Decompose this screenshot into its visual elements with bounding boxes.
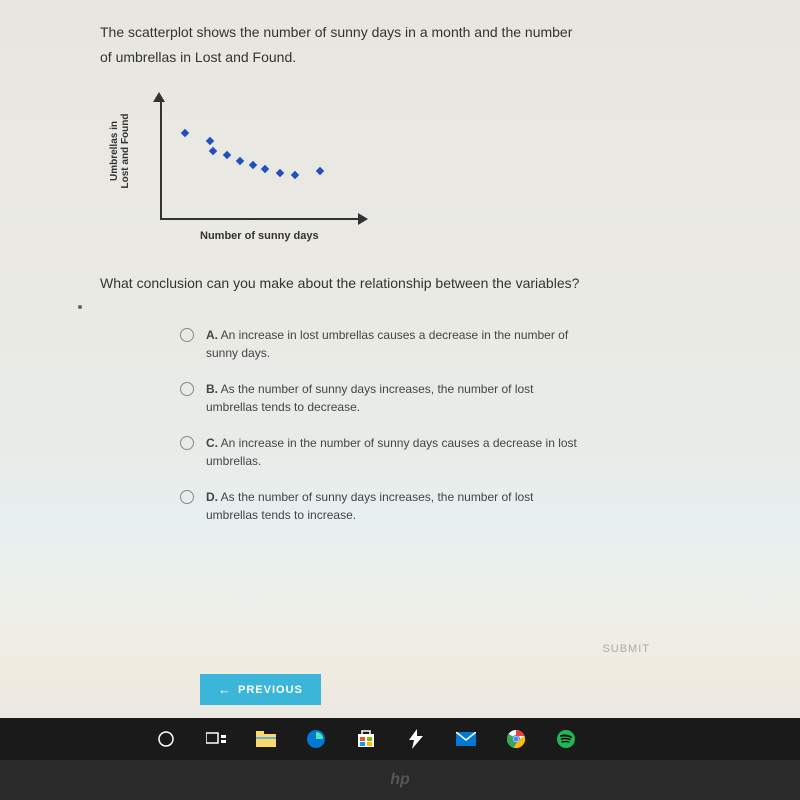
x-axis-arrow xyxy=(358,213,368,225)
data-point xyxy=(181,129,189,137)
question-line2: of umbrellas in Lost and Found. xyxy=(100,45,700,70)
scatterplot-chart: Umbrellas in Lost and Found Number of su… xyxy=(120,100,380,250)
submit-button[interactable]: SUBMIT xyxy=(602,643,650,655)
data-point xyxy=(291,171,299,179)
plot-area xyxy=(160,100,360,220)
previous-button[interactable]: ← PREVIOUS xyxy=(200,674,321,705)
data-point xyxy=(276,169,284,177)
data-point xyxy=(223,151,231,159)
hp-logo: hp xyxy=(390,771,410,789)
answer-options: A. An increase in lost umbrellas causes … xyxy=(180,326,700,524)
option-text: A. An increase in lost umbrellas causes … xyxy=(206,326,586,362)
windows-taskbar[interactable] xyxy=(0,718,800,760)
question-line1: The scatterplot shows the number of sunn… xyxy=(100,20,700,45)
y-axis-label: Umbrellas in Lost and Found xyxy=(109,111,131,191)
x-axis-label: Number of sunny days xyxy=(200,230,319,242)
arrow-left-icon: ← xyxy=(218,682,232,697)
spotify-icon[interactable] xyxy=(555,728,577,750)
option-text: B. As the number of sunny days increases… xyxy=(206,380,586,416)
data-point xyxy=(261,165,269,173)
option-d[interactable]: D. As the number of sunny days increases… xyxy=(180,488,700,524)
radio-icon[interactable] xyxy=(180,328,194,342)
data-point xyxy=(206,137,214,145)
data-point xyxy=(316,167,324,175)
sub-question: What conclusion can you make about the r… xyxy=(100,275,700,291)
edge-icon[interactable] xyxy=(305,728,327,750)
radio-icon[interactable] xyxy=(180,382,194,396)
file-explorer-icon[interactable] xyxy=(255,728,277,750)
chrome-icon[interactable] xyxy=(505,728,527,750)
taskview-icon[interactable] xyxy=(205,728,227,750)
mail-icon[interactable] xyxy=(455,728,477,750)
cortana-icon[interactable] xyxy=(155,728,177,750)
bullet-icon xyxy=(78,305,82,309)
option-c[interactable]: C. An increase in the number of sunny da… xyxy=(180,434,700,470)
radio-icon[interactable] xyxy=(180,436,194,450)
laptop-bezel: hp xyxy=(0,760,800,800)
option-text: C. An increase in the number of sunny da… xyxy=(206,434,586,470)
lightning-icon[interactable] xyxy=(405,728,427,750)
data-point xyxy=(249,161,257,169)
option-text: D. As the number of sunny days increases… xyxy=(206,488,586,524)
data-point xyxy=(236,157,244,165)
previous-label: PREVIOUS xyxy=(238,684,303,696)
radio-icon[interactable] xyxy=(180,490,194,504)
store-icon[interactable] xyxy=(355,728,377,750)
option-a[interactable]: A. An increase in lost umbrellas causes … xyxy=(180,326,700,362)
quiz-content: The scatterplot shows the number of sunn… xyxy=(0,0,800,524)
option-b[interactable]: B. As the number of sunny days increases… xyxy=(180,380,700,416)
data-point xyxy=(209,147,217,155)
